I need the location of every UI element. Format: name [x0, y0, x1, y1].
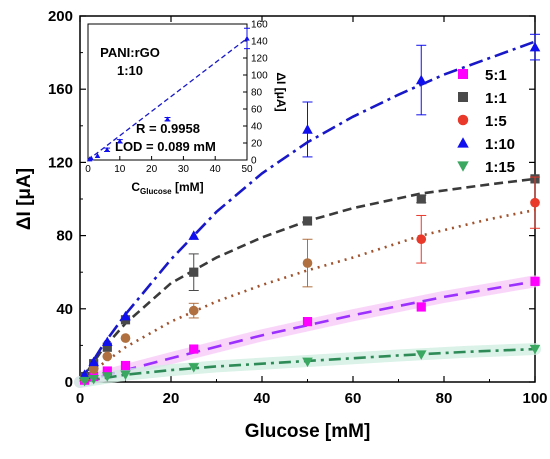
- inset-frame: [87, 23, 248, 161]
- data-point: [302, 357, 313, 368]
- data-point: [530, 197, 540, 208]
- x-axis-title: Glucose [mM]: [245, 421, 371, 442]
- data-point: [302, 124, 313, 134]
- legend-marker: [458, 92, 468, 102]
- legend-marker: [457, 161, 469, 172]
- inset-x-tick-label: 40: [210, 164, 222, 175]
- inset-data-point: [88, 155, 94, 161]
- y-axis-title: ΔI [μA]: [14, 168, 35, 230]
- data-point: [102, 351, 113, 362]
- inset-data-point: [117, 138, 123, 144]
- fit-curve: [79, 280, 536, 384]
- data-point: [189, 344, 199, 354]
- inset-y-tick-label: 80: [251, 88, 263, 99]
- inset-y-axis-title: ΔI [μA]: [274, 72, 288, 111]
- inset-x-tick-label: 10: [114, 164, 126, 175]
- data-point: [88, 375, 99, 385]
- data-point: [120, 310, 131, 321]
- inset-data-point: [94, 152, 101, 158]
- data-point: [120, 370, 131, 380]
- inset-y-tick-label: 120: [251, 54, 268, 65]
- data-point: [188, 230, 200, 240]
- data-point: [529, 41, 541, 52]
- data-point: [102, 366, 112, 376]
- x-tick-label: 100: [522, 390, 547, 407]
- data-point: [302, 258, 313, 268]
- x-tick-label: 40: [254, 390, 271, 407]
- legend-marker: [458, 69, 468, 79]
- inset-y-tick-label: 60: [251, 105, 263, 116]
- fit-curve: [78, 177, 536, 383]
- data-point: [415, 74, 427, 85]
- inset-y-tick-label: 40: [251, 122, 263, 133]
- legend-label: 1:10: [485, 136, 515, 153]
- data-point: [102, 336, 113, 346]
- data-point: [102, 342, 112, 352]
- data-point: [102, 372, 113, 382]
- data-point: [120, 333, 131, 343]
- inset-y-tick-label: 0: [251, 156, 257, 167]
- inset-data-point: [244, 35, 250, 41]
- inset-title-line: PANI:rGO: [100, 45, 160, 60]
- y-tick-label: 40: [56, 301, 73, 318]
- legend-label: 1:1: [485, 90, 507, 107]
- inset-data-point: [104, 147, 110, 153]
- legend-label: 5:1: [485, 67, 507, 84]
- data-point: [79, 376, 90, 387]
- data-point: [302, 216, 313, 226]
- inset-x-tick-label: 0: [85, 164, 91, 175]
- x-tick-label: 20: [163, 390, 180, 407]
- data-point: [416, 302, 426, 312]
- inset-y-tick-label: 20: [251, 139, 263, 150]
- y-tick-label: 120: [48, 154, 73, 171]
- data-point: [530, 276, 540, 286]
- inset-y-tick-label: 160: [251, 20, 268, 31]
- inset-y-tick-label: 140: [251, 37, 268, 48]
- inset-x-tick-label: 20: [146, 164, 158, 175]
- inset-annotation: LOD = 0.089 mM: [115, 139, 216, 154]
- legend-marker: [457, 137, 469, 148]
- data-point: [88, 356, 99, 367]
- inset-annotation: R = 0.9958: [136, 121, 200, 136]
- x-tick-label: 60: [345, 390, 362, 407]
- y-tick-label: 0: [65, 374, 73, 391]
- data-point: [529, 344, 541, 355]
- inset-fit-line: [87, 37, 248, 161]
- data-point: [188, 363, 200, 373]
- inset-x-tick-label: 50: [241, 164, 253, 175]
- inset-y-tick-label: 100: [251, 71, 268, 82]
- data-point: [416, 234, 427, 245]
- inset-title-line: 1:10: [117, 63, 143, 78]
- data-point: [302, 317, 313, 327]
- data-point: [120, 360, 131, 371]
- inset-x-tick-label: 30: [178, 164, 190, 175]
- legend-marker: [457, 114, 469, 126]
- fit-curve: [79, 347, 536, 384]
- x-tick-label: 80: [436, 390, 453, 407]
- legend-label: 1:15: [485, 159, 515, 176]
- data-point: [88, 364, 99, 375]
- inset-data-point: [164, 116, 171, 122]
- data-point: [188, 305, 199, 316]
- inset-x-axis-title: CGlucose [mM]: [131, 180, 203, 196]
- data-point: [415, 350, 427, 360]
- inset-plot: 0 10 20 30 40 50020406080100120140160CGlucose…: [85, 20, 288, 197]
- y-tick-label: 160: [48, 81, 73, 98]
- legend-label: 1:5: [485, 113, 507, 130]
- x-tick-label: 0: [76, 390, 84, 407]
- data-point: [416, 194, 426, 204]
- y-tick-label: 80: [56, 228, 73, 245]
- y-tick-label: 200: [48, 8, 73, 25]
- data-point: [189, 267, 199, 277]
- data-point: [79, 369, 90, 379]
